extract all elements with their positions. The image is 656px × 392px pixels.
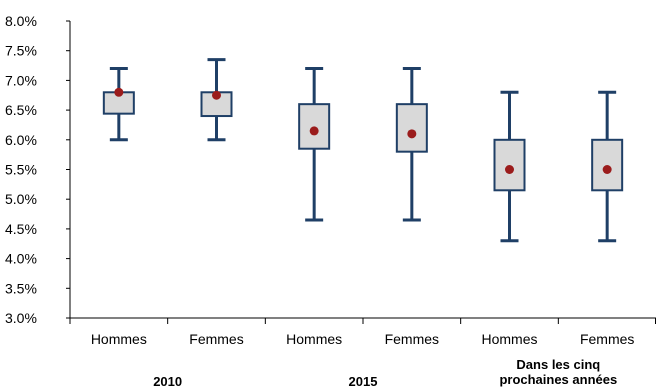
y-tick-label: 5.0%	[5, 191, 37, 207]
group-labels: 2010 2015 Dans les cinq prochaines années	[153, 357, 617, 389]
y-axis: 3.0% 3.5% 4.0% 4.5% 5.0% 5.5% 6.0% 6.5% 7.0% 7.5%…	[5, 13, 71, 326]
y-tick-label: 6.0%	[5, 132, 37, 148]
group-label-line: Dans les cinq	[516, 357, 600, 372]
group-label-line: 2015	[349, 374, 378, 389]
box-hommes-1	[102, 67, 135, 142]
y-tick-label: 7.5%	[5, 43, 37, 59]
y-tick-label: 8.0%	[5, 13, 37, 29]
category-label: Femmes	[189, 331, 243, 347]
category-label: Hommes	[481, 331, 537, 347]
y-tick-label: 4.5%	[5, 221, 37, 237]
group-label: 2010	[153, 374, 182, 389]
y-tick-label: 3.5%	[5, 280, 37, 296]
mean-marker	[505, 165, 514, 174]
y-tick-label: 6.5%	[5, 102, 37, 118]
category-label: Hommes	[286, 331, 342, 347]
group-label-line: prochaines années	[499, 372, 617, 387]
mean-marker	[212, 90, 221, 100]
box-hommes-2	[298, 67, 331, 222]
y-tick-label: 4.0%	[5, 251, 37, 267]
y-tick-label: 5.5%	[5, 162, 37, 178]
mean-marker	[114, 87, 124, 97]
mean-marker	[407, 129, 417, 139]
box-femmes-2	[395, 67, 428, 222]
y-tick-label: 7.0%	[5, 72, 37, 88]
group-label: Dans les cinq prochaines années	[499, 357, 617, 387]
category-label: Femmes	[580, 331, 634, 347]
category-labels: Hommes Femmes Hommes Femmes Hommes Femmes	[91, 331, 635, 347]
mean-marker	[602, 165, 612, 174]
group-label: 2015	[349, 374, 378, 389]
x-axis	[69, 317, 656, 324]
category-label: Femmes	[385, 331, 439, 347]
box-femmes-1	[200, 58, 233, 142]
y-tick-label: 3.0%	[5, 310, 37, 326]
box-femmes-3	[591, 90, 624, 243]
group-label-line: 2010	[153, 374, 182, 389]
boxes	[102, 58, 624, 243]
mean-marker	[309, 126, 319, 136]
box-hommes-3	[493, 90, 526, 243]
category-label: Hommes	[91, 331, 147, 347]
box-iqr	[395, 103, 428, 153]
